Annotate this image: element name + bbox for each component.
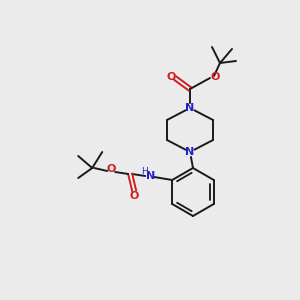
Text: N: N xyxy=(185,103,195,113)
Text: O: O xyxy=(106,164,116,174)
Text: O: O xyxy=(130,191,139,201)
Text: N: N xyxy=(146,171,155,181)
Text: O: O xyxy=(166,72,176,82)
Text: O: O xyxy=(210,72,220,82)
Text: N: N xyxy=(185,147,195,157)
Text: H: H xyxy=(141,167,148,176)
